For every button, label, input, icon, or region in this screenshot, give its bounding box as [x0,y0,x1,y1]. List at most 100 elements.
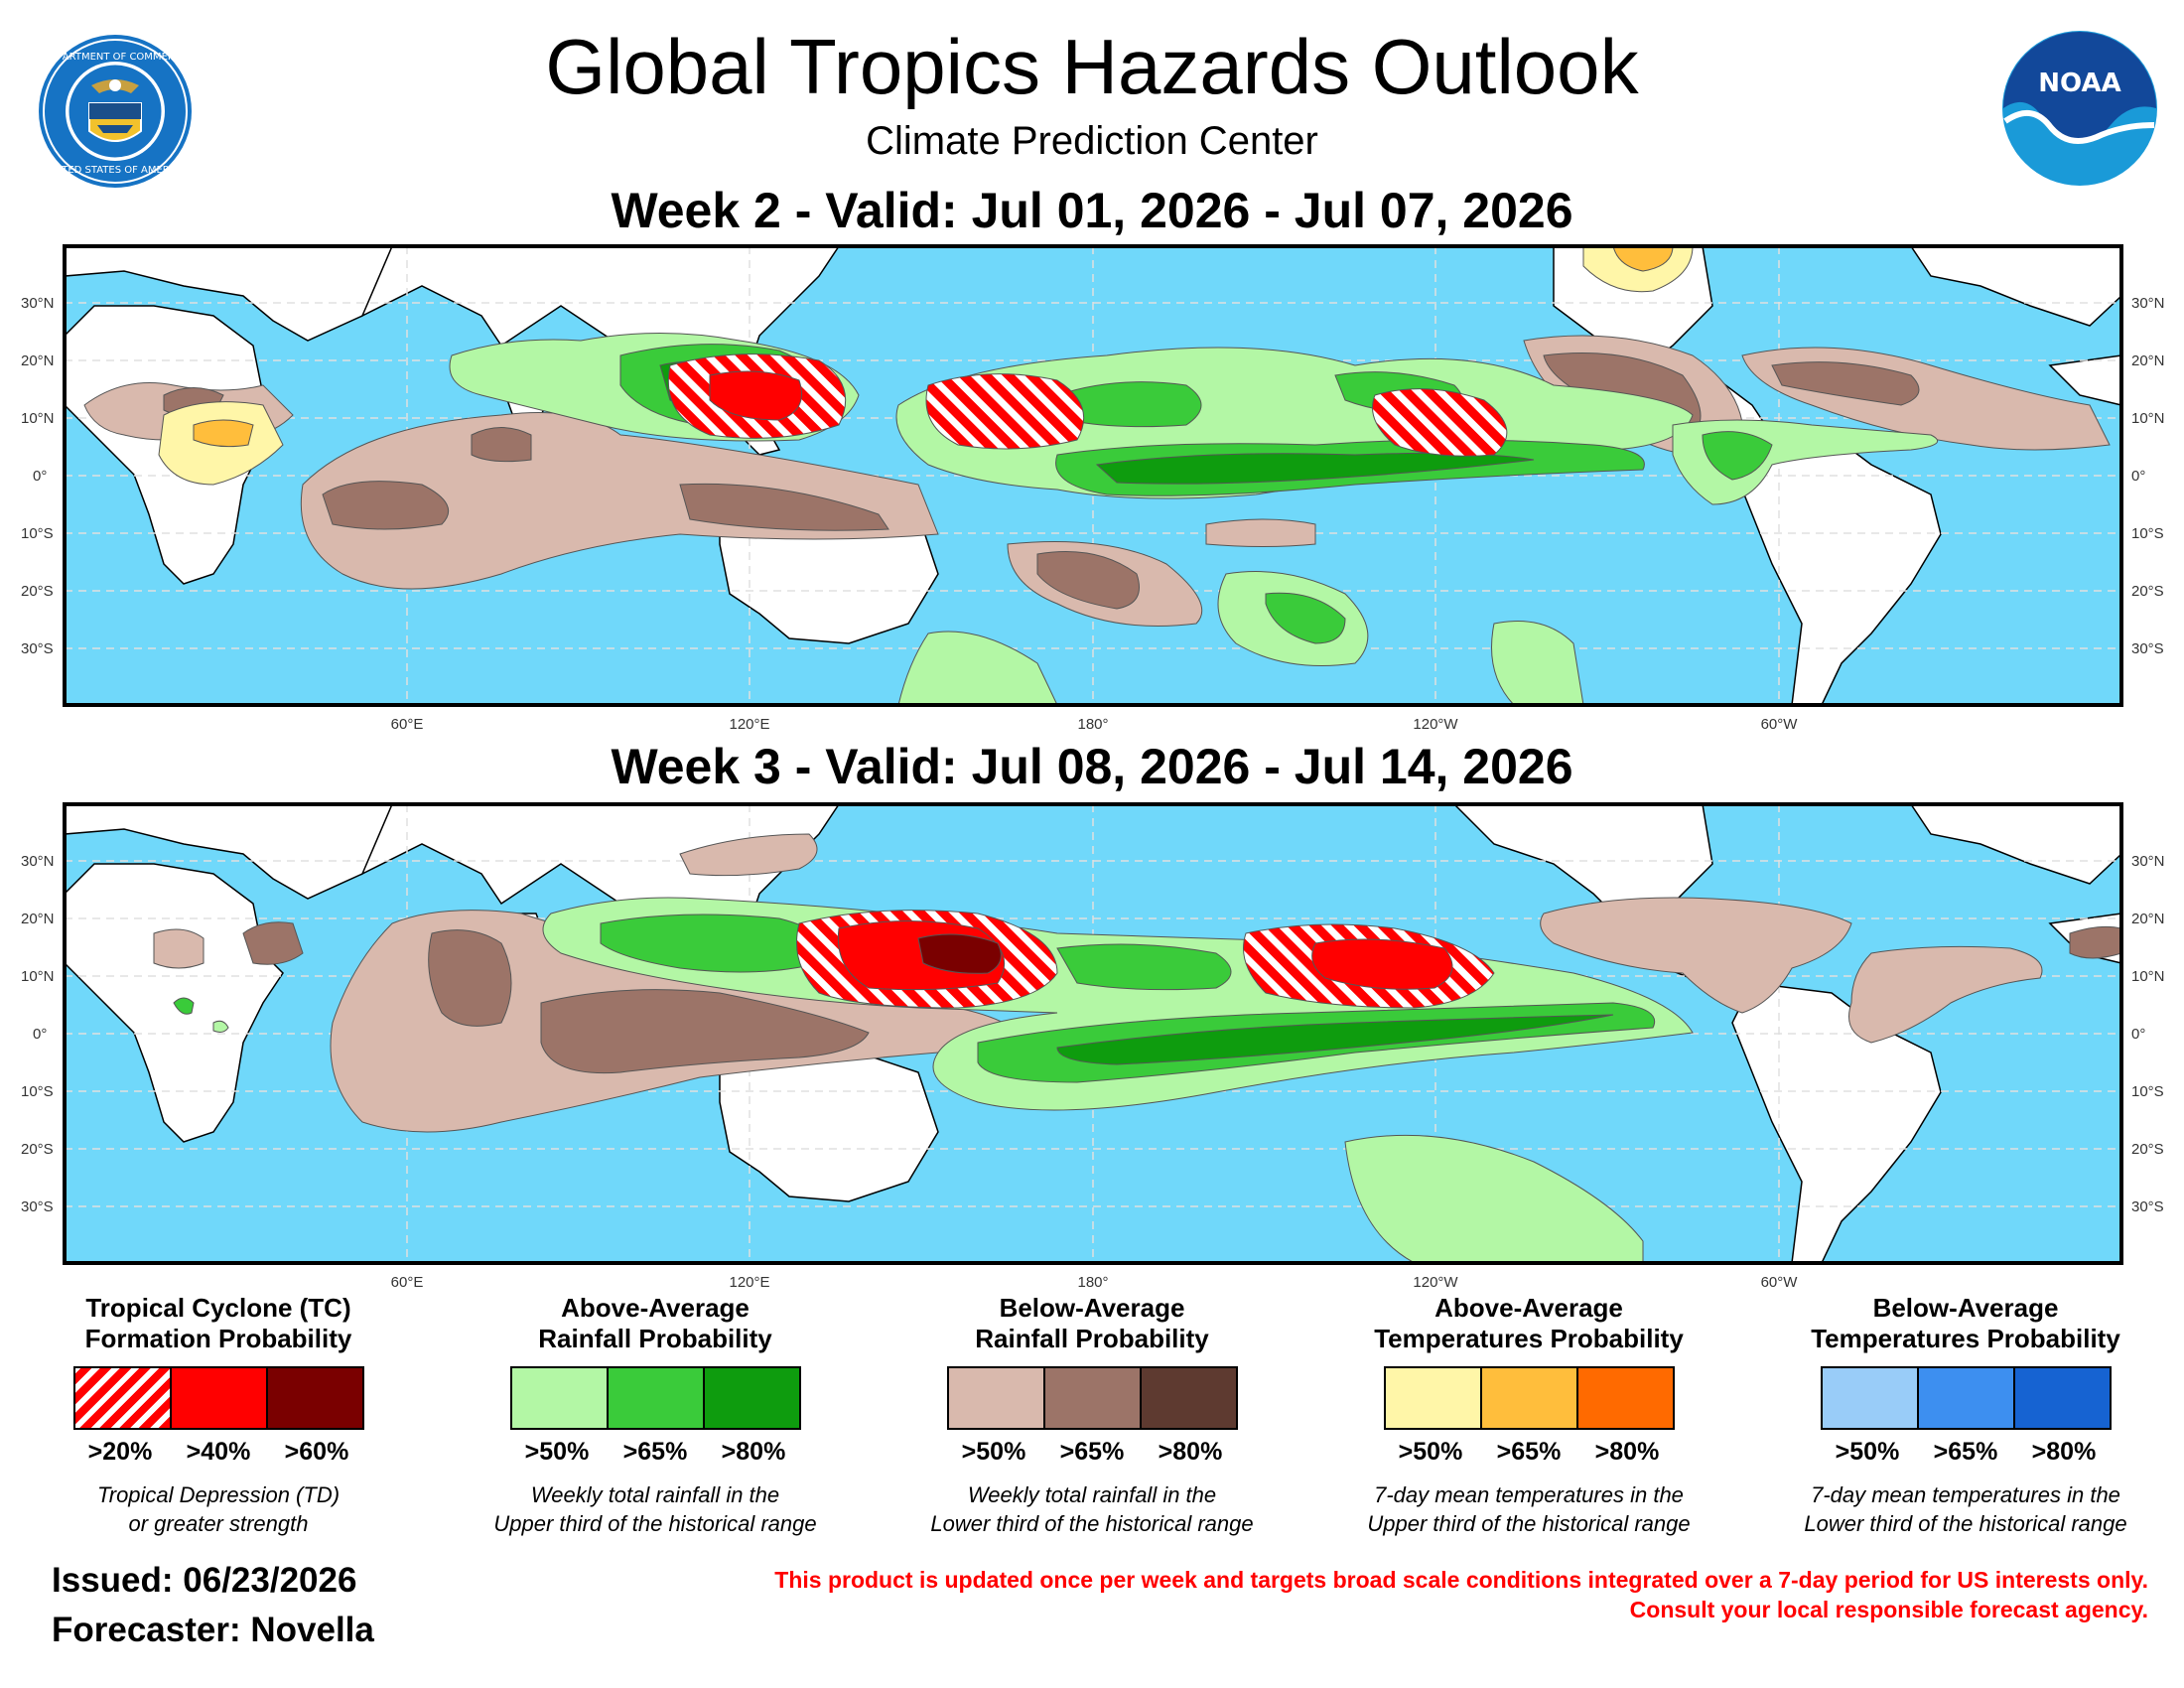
lat-label: 10°N [21,968,55,985]
legend-title: Below-Average [1872,1293,2059,1323]
below-rain-areas [153,833,2122,1133]
lat-label: 20°N [21,352,55,369]
legend-swatch [1820,1366,1919,1430]
svg-text:UNITED STATES OF AMERICA: UNITED STATES OF AMERICA [44,165,186,176]
lat-label: 20°S [21,1141,54,1158]
legend-swatch [1042,1366,1142,1430]
lon-label: 180° [1077,1274,1108,1291]
lat-label: 30°S [21,1198,54,1215]
map-frame [63,802,2123,1265]
legend-label: >65% [1059,1438,1125,1466]
legend-label: >65% [622,1438,688,1466]
lat-label: 10°S [21,1083,54,1100]
disclaimer-line-2: Consult your local responsible forecast … [1629,1597,2148,1622]
legend-desc: or greater strength [128,1511,309,1536]
forecaster-name: Forecaster: Novella [52,1611,374,1649]
legend-title: Temperatures Probability [1374,1324,1684,1353]
lat-label: 0° [2131,1026,2145,1043]
legend-below-temperature: Below-Average Temperatures Probability >… [1787,1293,2144,1538]
legend-desc: Upper third of the historical range [1367,1511,1691,1536]
doc-seal-logo: DEPARTMENT OF COMMERCE UNITED STATES OF … [39,35,192,188]
svg-text:DEPARTMENT OF COMMERCE: DEPARTMENT OF COMMERCE [43,52,187,63]
legend-desc: Tropical Depression (TD) [96,1482,341,1507]
tc-formation-areas [667,353,1508,457]
above-temp-areas [158,245,1694,486]
legend-swatch [1916,1366,2015,1430]
map-frame [63,244,2123,707]
lon-label: 60°E [391,716,424,733]
legend-label: >65% [1496,1438,1562,1466]
legend-swatch [606,1366,705,1430]
lat-label: 0° [33,468,47,485]
lon-label: 120°E [729,1274,769,1291]
noaa-logo: NOAA [2002,31,2157,186]
legend-title: Formation Probability [84,1324,352,1353]
legend-desc: Weekly total rainfall in the [530,1482,780,1507]
lat-label: 30°S [2131,640,2164,657]
lat-label: 10°N [21,410,55,427]
week3-map: 30°N 20°N 10°N 0° 10°S 20°S 30°S 30°N 20… [21,802,2165,1291]
legend-swatch [169,1366,268,1430]
legend-label: >40% [186,1438,251,1466]
legend-desc: Upper third of the historical range [493,1511,817,1536]
legend-label: >50% [1398,1438,1463,1466]
legend-label: >20% [87,1438,153,1466]
lat-label: 20°S [21,583,54,600]
legend-desc: 7-day mean temperatures in the [1811,1482,2120,1507]
legend-tc-formation: Tropical Cyclone (TC) Formation Probabil… [40,1293,397,1538]
legend-swatch [1383,1366,1482,1430]
lon-labels: 60°E 120°E 180° 120°W 60°W [391,716,1799,733]
lat-label: 20°N [2131,911,2165,927]
legend-label: >80% [1594,1438,1660,1466]
legend-swatch [1139,1366,1238,1430]
lon-label: 120°E [729,716,769,733]
lat-label: 10°N [2131,968,2165,985]
week2-title: Week 2 - Valid: Jul 01, 2026 - Jul 07, 2… [611,183,1573,238]
lon-labels: 60°E 120°E 180° 120°W 60°W [391,1274,1799,1291]
lon-label: 60°W [1761,1274,1799,1291]
legend-desc: Weekly total rainfall in the [967,1482,1217,1507]
issued-date: Issued: 06/23/2026 [52,1561,357,1600]
lat-label: 10°S [2131,525,2164,542]
lat-label: 10°N [2131,410,2165,427]
lon-label: 60°E [391,1274,424,1291]
legend-label: >80% [721,1438,786,1466]
lat-label: 30°N [2131,295,2165,312]
week3-title: Week 3 - Valid: Jul 08, 2026 - Jul 14, 2… [611,739,1573,794]
lat-labels: 30°N 20°N 10°N 0° 10°S 20°S 30°S 30°N 20… [21,295,2165,657]
legend-swatch [702,1366,801,1430]
legend-above-rainfall: Above-Average Rainfall Probability >50% … [477,1293,834,1538]
lon-label: 120°W [1413,1274,1458,1291]
legend-swatch [265,1366,364,1430]
lat-label: 20°S [2131,583,2164,600]
legend-below-rainfall: Below-Average Rainfall Probability >50% … [913,1293,1271,1538]
legend-swatch [946,1366,1045,1430]
legend-swatch [2012,1366,2112,1430]
lat-label: 30°S [2131,1198,2164,1215]
legend-title: Above-Average [1434,1293,1623,1323]
lon-label: 180° [1077,716,1108,733]
legend-label: >60% [284,1438,349,1466]
lat-label: 20°N [21,911,55,927]
lat-labels: 30°N 20°N 10°N 0° 10°S 20°S 30°S 30°N 20… [21,853,2165,1215]
legend-desc: 7-day mean temperatures in the [1374,1482,1684,1507]
legend-title: Tropical Cyclone (TC) [85,1293,351,1323]
legend-label: >50% [961,1438,1026,1466]
noaa-wordmark: NOAA [2038,69,2120,98]
lat-label: 30°S [21,640,54,657]
legend-label: >50% [1835,1438,1900,1466]
lon-label: 60°W [1761,716,1799,733]
lat-label: 30°N [21,853,55,870]
legend-label: >50% [524,1438,590,1466]
page-title: Global Tropics Hazards Outlook [545,23,1639,110]
lat-label: 30°N [21,295,55,312]
legend-title: Rainfall Probability [538,1324,772,1353]
lat-label: 20°N [2131,352,2165,369]
legend-label: >80% [1158,1438,1223,1466]
week2-map: 30°N 20°N 10°N 0° 10°S 20°S 30°S 30°N 20… [21,244,2165,733]
lon-label: 120°W [1413,716,1458,733]
legend-swatch [1479,1366,1578,1430]
legend-label: >65% [1933,1438,1998,1466]
lat-label: 10°S [21,525,54,542]
lat-label: 0° [2131,468,2145,485]
